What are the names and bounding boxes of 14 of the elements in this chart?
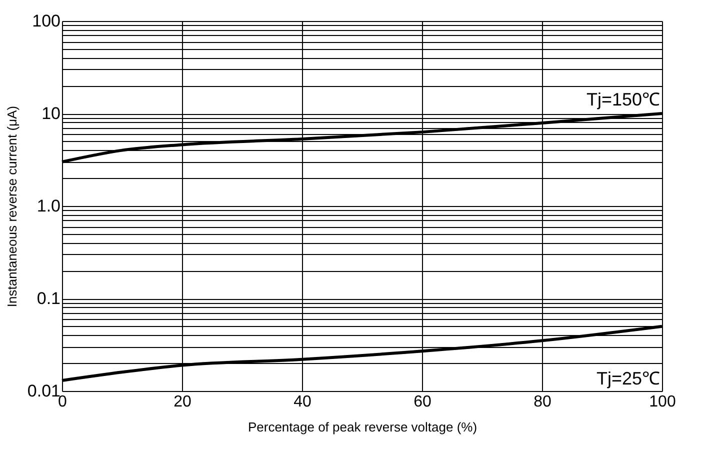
series-label: Tj=150℃ xyxy=(586,90,660,110)
y-tick-label: 100 xyxy=(32,12,60,30)
series-label: Tj=25℃ xyxy=(596,368,660,388)
x-tick-label: 0 xyxy=(58,394,68,410)
y-tick-label: 10 xyxy=(42,104,60,123)
y-tick-label: 0.1 xyxy=(36,289,60,308)
x-tick-label: 80 xyxy=(534,394,552,410)
y-axis-title: Instantaneous reverse current (μA) xyxy=(4,106,20,308)
x-tick-label: 100 xyxy=(649,394,676,410)
x-tick-label: 40 xyxy=(294,394,312,410)
x-tick-label: 20 xyxy=(174,394,192,410)
x-axis-title: Percentage of peak reverse voltage (%) xyxy=(248,420,478,434)
y-tick-label: 1.0 xyxy=(36,196,60,216)
x-tick-label: 60 xyxy=(414,394,432,410)
